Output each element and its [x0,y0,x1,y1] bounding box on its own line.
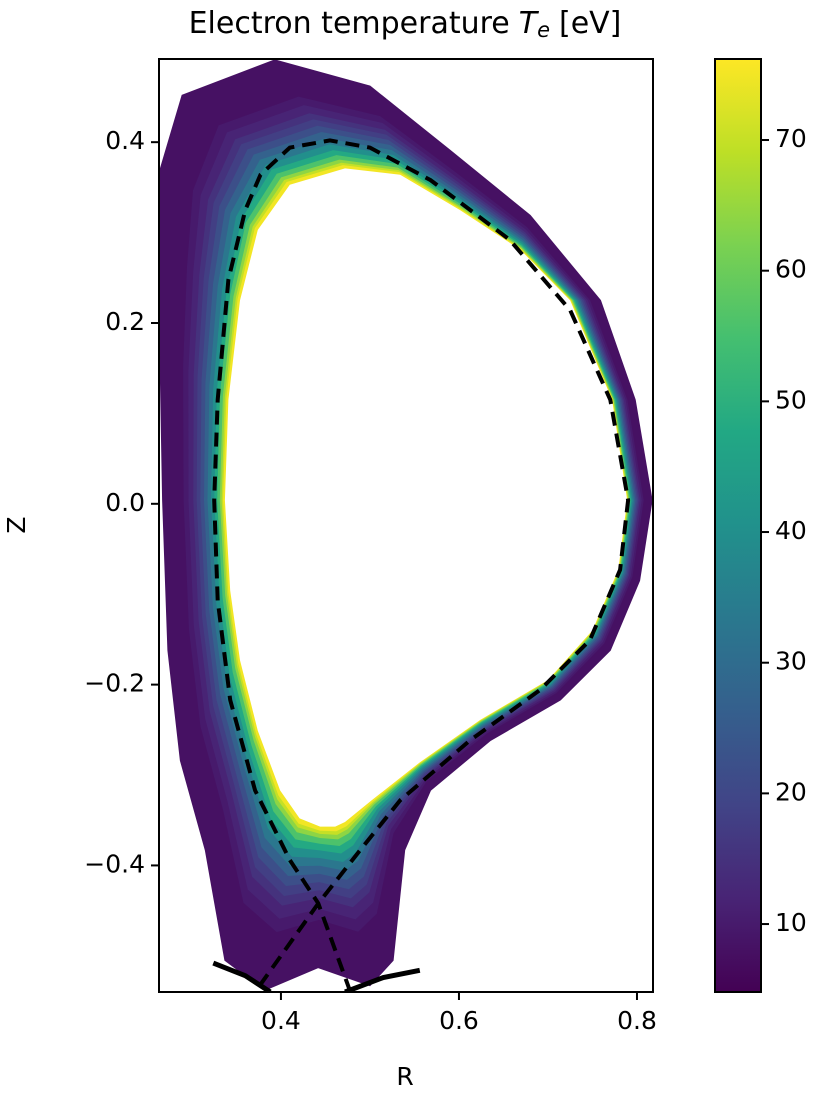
divertor-plate [212,960,272,992]
colorbar-tick-label: 70 [775,124,807,153]
colorbar-tick-label: 10 [775,908,807,937]
field-core [224,168,628,827]
colorbar-tick-label: 60 [775,255,807,284]
colorbar-tick-label: 50 [775,385,807,414]
y-tick-label: 0.4 [105,126,145,155]
plot-area [159,59,653,992]
y-tick-label: 0.2 [105,307,145,336]
divertor-plate [344,967,421,992]
x-tick-label: 0.4 [261,1006,301,1035]
x-axis-label: R [396,1062,413,1091]
colorbar-tick-label: 30 [775,647,807,676]
y-tick-label: 0.0 [105,488,145,517]
y-axis-label: Z [2,516,31,533]
x-tick-label: 0.6 [439,1006,479,1035]
separatrix [212,138,631,992]
chart-title: Electron temperature Te [eV] [189,6,622,43]
title-symbol: T [519,6,540,41]
title-text: Electron temperature [189,6,510,41]
axes-frame [158,58,654,993]
colorbar [714,58,762,993]
x-tick-label: 0.8 [617,1006,657,1035]
title-subscript: e [537,18,550,42]
title-unit: [eV] [559,6,621,41]
y-tick-label: −0.2 [84,669,145,698]
y-tick-label: −0.4 [84,849,145,878]
colorbar-tick-label: 20 [775,777,807,806]
colorbar-tick-label: 40 [775,516,807,545]
